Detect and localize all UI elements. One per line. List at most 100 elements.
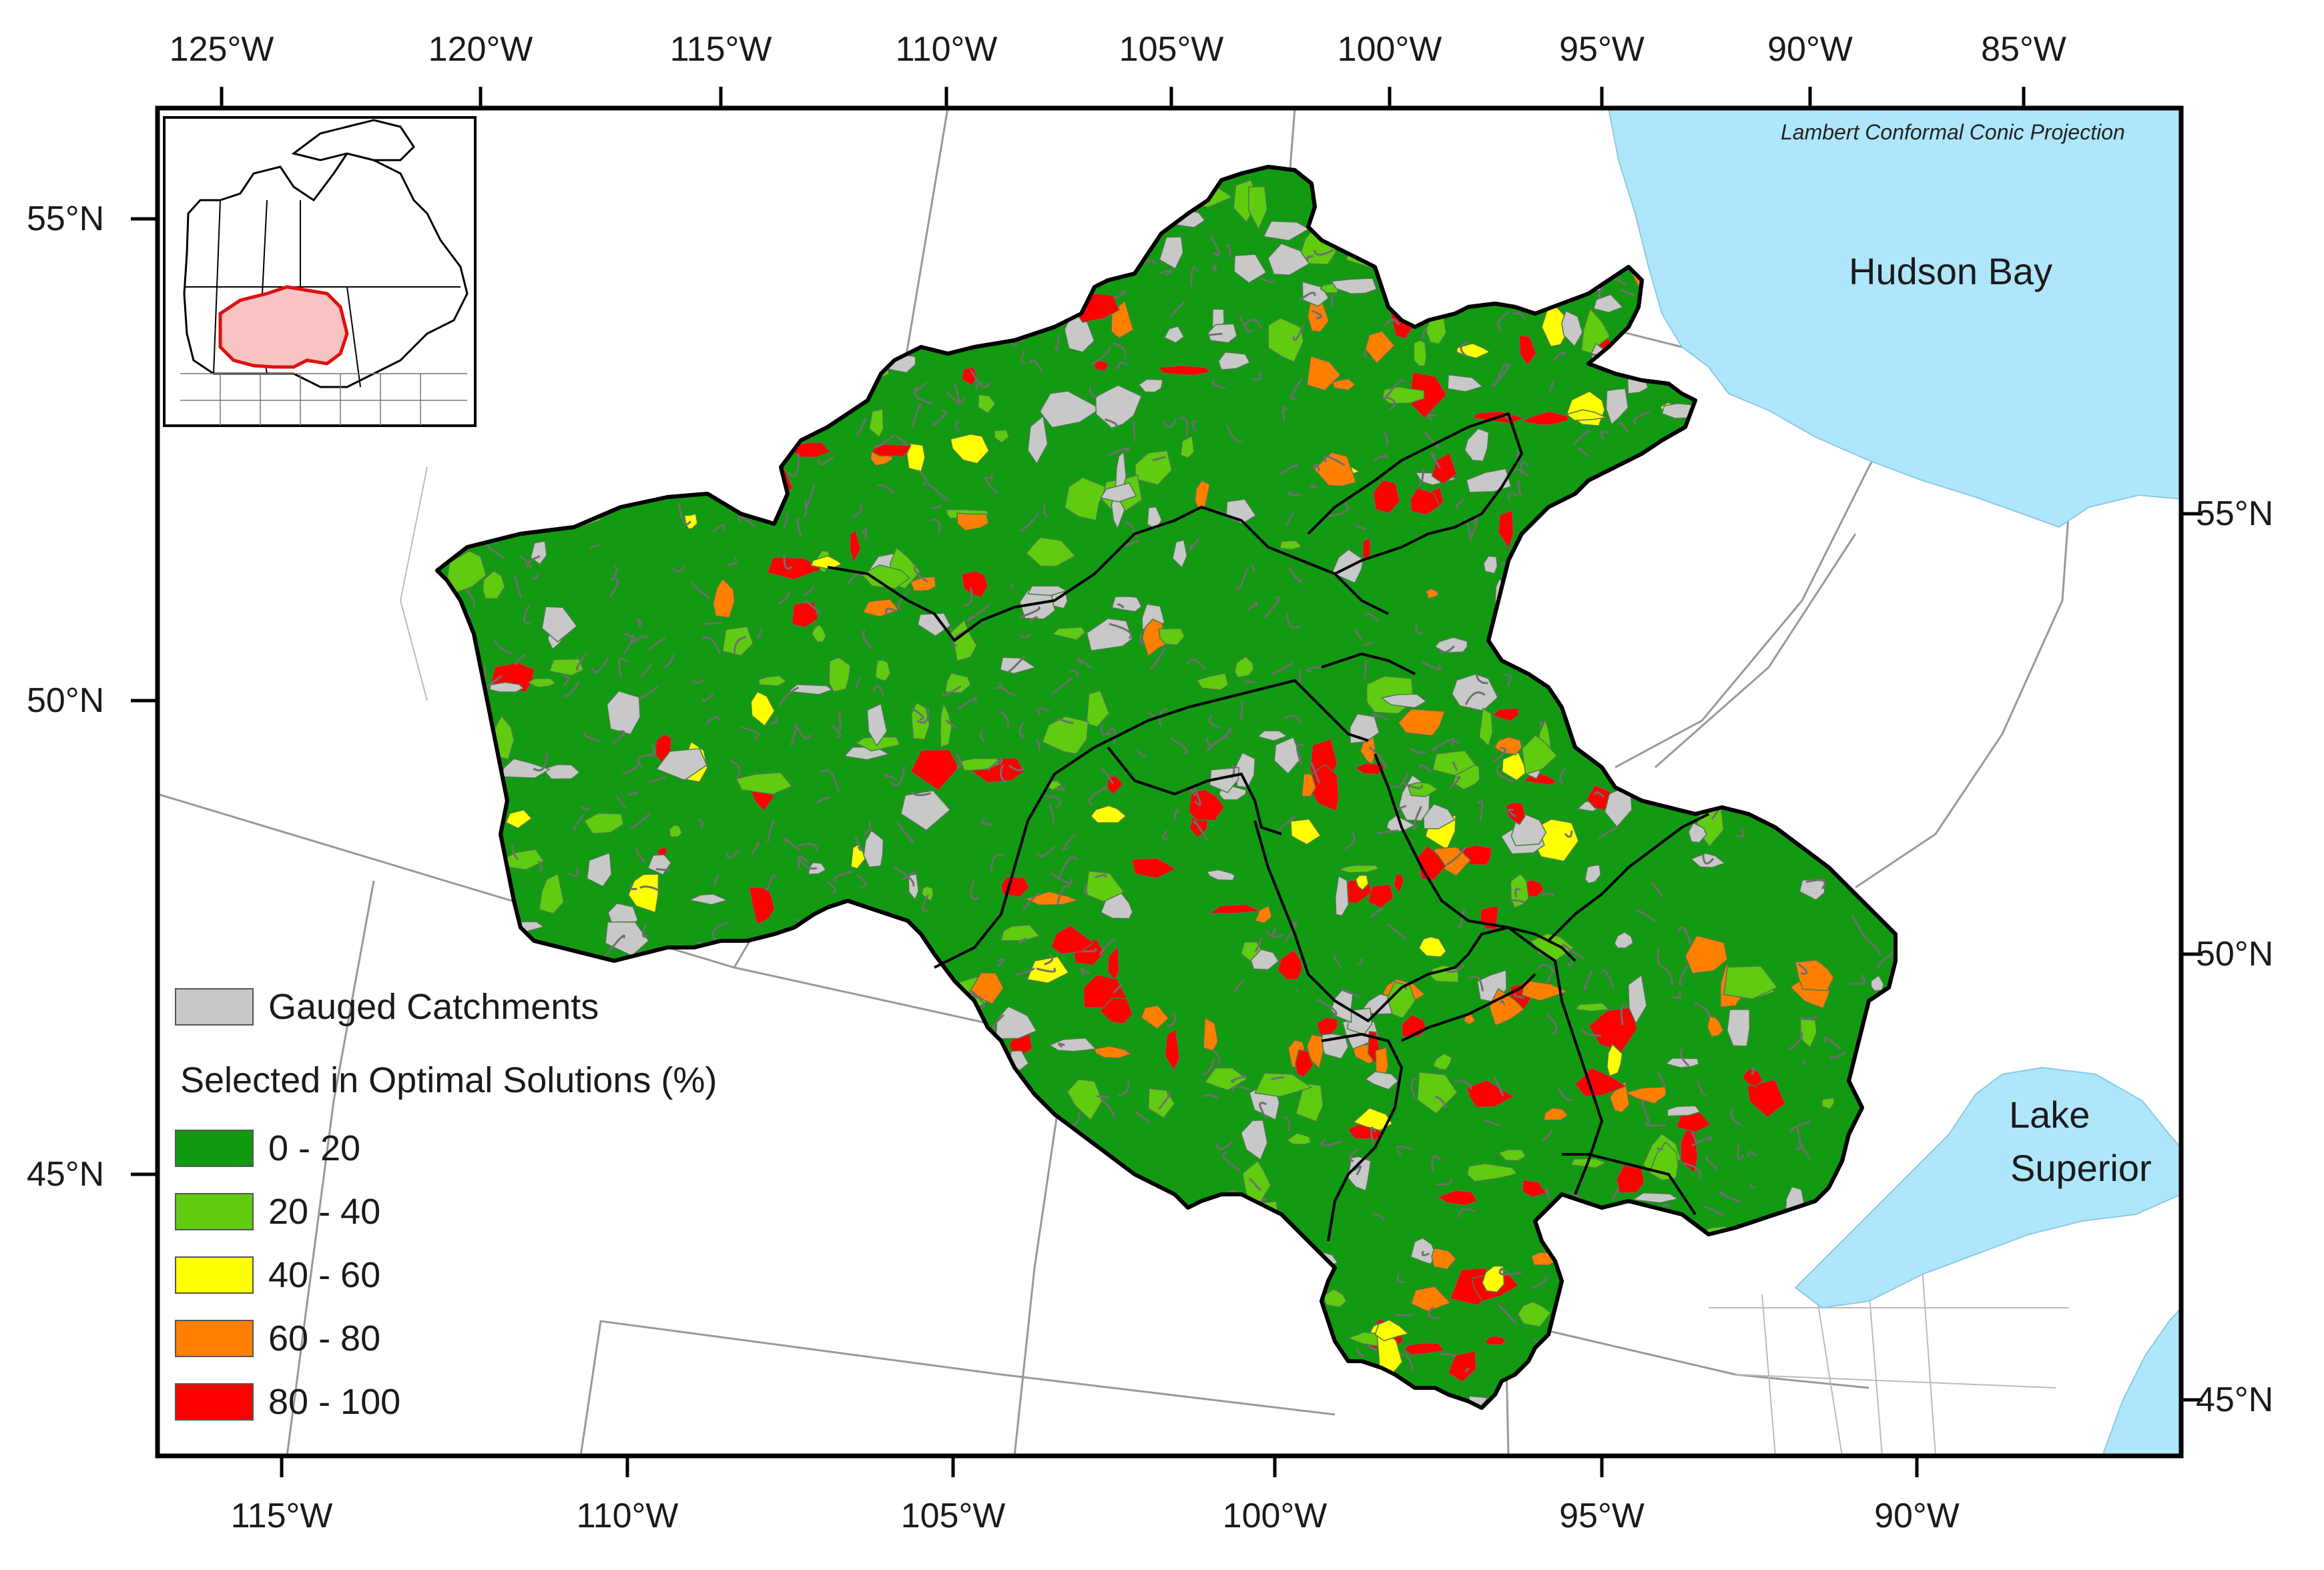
catchment-line [1355,1348,1365,1357]
catchment-line [1169,300,1186,318]
catchment-line [819,769,840,793]
catchment-line [1799,1014,1819,1020]
catchment-patch [1234,656,1255,679]
catchment-line [1099,767,1114,785]
catchment-line [1619,288,1635,297]
sub-basin-boundary [1562,1153,1697,1216]
catchment-line [537,860,543,872]
catchment-line [1514,450,1519,461]
top-lon-label-1: 120°W [428,30,533,69]
catchment-line [1751,1066,1755,1076]
catchment-patch [1285,1132,1312,1146]
catchment-line [830,724,842,739]
catchment-patch [1267,317,1304,363]
catchment-line [563,675,569,687]
catchment-line [1117,1081,1130,1097]
catchment-line [1464,691,1486,705]
catchment-line [1096,1095,1111,1098]
catchment-patch [1574,1002,1611,1012]
catchment-patch [1164,1028,1181,1072]
catchment-line [1633,410,1651,425]
catchment-patch [1141,618,1167,657]
catchment-line [756,628,764,640]
catchment-line [1552,352,1566,362]
inset-us-states [180,373,467,426]
catchment-patch [1254,1072,1313,1098]
catchment-line [1541,1128,1552,1142]
catchment-line [1431,1155,1443,1172]
catchment-line [893,865,915,887]
catchment-patch [862,599,900,618]
catchment-line [798,843,818,853]
catchment-line [1548,380,1555,392]
catchment-line [1062,833,1077,851]
catchment-line [1492,363,1506,388]
right-lat-label-0: 55°N [2196,494,2274,533]
catchment-patch [950,433,990,464]
top-lon-label-6: 95°W [1559,30,1645,69]
catchment-line [1580,1028,1602,1037]
catchment-line [1430,451,1442,469]
catchment-line [701,693,714,702]
legend-class-label: 80 - 100 [268,1382,401,1422]
catchment-line [1095,874,1107,879]
catchment-line [1356,957,1363,966]
catchment-line [1019,512,1039,533]
catchment-line [1191,420,1197,432]
catchment-line [794,722,812,739]
legend-class-label: 20 - 40 [268,1192,381,1232]
catchment-line [1048,803,1055,825]
catchment-line [1042,795,1062,810]
catchment-patch [1263,220,1310,242]
catchment-patch [505,809,533,829]
catchment-patch [1584,864,1602,884]
catchment-patch [1498,509,1514,550]
catchment-patch [1726,1008,1751,1047]
catchment-line [954,420,960,432]
catchment-patch [1372,479,1401,514]
catchment-patch [1434,637,1468,654]
catchment-patch [1066,1078,1103,1121]
catchment-line [872,685,886,697]
catchment-line [1399,1353,1415,1371]
catchment-line [1036,967,1057,973]
catchment-patch [1267,243,1312,276]
catchment-line [992,1014,1004,1030]
catchment-line [618,657,629,678]
catchment-line [1294,990,1298,994]
inset-canada-islands [291,119,415,161]
catchment-line [797,855,809,869]
catchment-line [701,636,721,655]
catchment-line [1348,1148,1360,1162]
catchment-patch [683,513,698,530]
catchment-line [1239,314,1253,333]
right-lat-label-1: 50°N [2196,935,2274,973]
catchment-line [630,812,651,829]
catchment-line [969,989,986,1010]
catchment-line [1572,430,1591,446]
catchment-line [942,685,962,697]
catchment-line [884,773,897,781]
catchment-line [1312,463,1321,472]
catchment-line [1422,328,1428,339]
catchment-patch [1140,1005,1169,1030]
catchment-patch [539,873,565,915]
catchment-line [1215,1140,1233,1150]
top-lon-label-8: 85°W [1981,30,2066,69]
catchment-patch [1592,294,1624,314]
catchment-patch [1233,254,1267,284]
catchment-line [1594,791,1605,798]
catchment-line [766,874,776,891]
catchment-patch [1522,1179,1548,1198]
catchment-patch [1707,1016,1724,1038]
catchment-line [1083,883,1089,895]
catchment-patch [1386,982,1416,1020]
catchment-line [1290,377,1303,400]
catchment-line [1037,707,1050,715]
catchment-line [1082,947,1097,953]
catchment-line [1597,825,1619,840]
catchment-line [1344,831,1356,850]
catchment-line [583,732,601,743]
catchment-line [1353,1165,1362,1176]
catchment-patch [1432,1053,1453,1071]
